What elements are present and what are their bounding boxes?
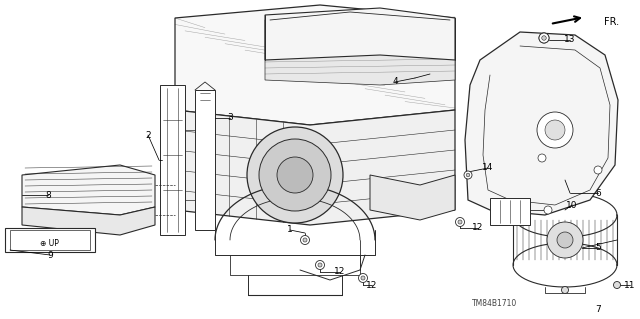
Text: 2: 2 [145, 130, 151, 139]
Text: FR.: FR. [604, 17, 620, 27]
Circle shape [456, 218, 465, 226]
Text: 7: 7 [595, 306, 601, 315]
Circle shape [358, 273, 367, 283]
Polygon shape [370, 175, 455, 220]
Text: TM84B1710: TM84B1710 [472, 299, 518, 308]
Text: 8: 8 [45, 190, 51, 199]
Text: 10: 10 [566, 201, 578, 210]
Text: 3: 3 [227, 114, 233, 122]
Circle shape [464, 171, 472, 179]
Circle shape [259, 139, 331, 211]
Text: ⊕ UP: ⊕ UP [40, 239, 59, 248]
Text: 13: 13 [564, 35, 576, 44]
Text: 5: 5 [595, 243, 601, 253]
Circle shape [594, 166, 602, 174]
Circle shape [318, 263, 322, 267]
Polygon shape [519, 155, 565, 205]
Circle shape [539, 33, 549, 43]
Text: 6: 6 [595, 189, 601, 197]
Circle shape [316, 261, 324, 270]
Text: 11: 11 [624, 280, 636, 290]
Circle shape [537, 112, 573, 148]
Polygon shape [465, 32, 618, 215]
Circle shape [547, 222, 583, 258]
Circle shape [557, 232, 573, 248]
Circle shape [544, 206, 552, 214]
Circle shape [614, 281, 621, 288]
Text: 14: 14 [483, 164, 493, 173]
Circle shape [361, 276, 365, 280]
Text: 12: 12 [366, 280, 378, 290]
Text: 4: 4 [392, 78, 398, 86]
Polygon shape [175, 110, 455, 225]
Polygon shape [490, 198, 530, 225]
Circle shape [561, 286, 568, 293]
Circle shape [458, 220, 462, 224]
Polygon shape [195, 90, 215, 230]
Circle shape [277, 157, 313, 193]
Polygon shape [5, 228, 95, 252]
Circle shape [538, 154, 546, 162]
Text: 9: 9 [47, 250, 53, 259]
Polygon shape [22, 165, 155, 215]
Polygon shape [10, 230, 90, 250]
Circle shape [545, 120, 565, 140]
Polygon shape [22, 207, 155, 235]
Polygon shape [265, 8, 455, 60]
Circle shape [301, 235, 310, 244]
Circle shape [541, 36, 547, 40]
Circle shape [303, 238, 307, 242]
Text: 12: 12 [334, 268, 346, 277]
Circle shape [539, 33, 549, 43]
Text: 12: 12 [472, 224, 484, 233]
Polygon shape [265, 15, 455, 85]
Polygon shape [160, 85, 185, 235]
Circle shape [466, 173, 470, 177]
Polygon shape [175, 5, 455, 125]
Circle shape [247, 127, 343, 223]
Text: 1: 1 [287, 226, 293, 234]
